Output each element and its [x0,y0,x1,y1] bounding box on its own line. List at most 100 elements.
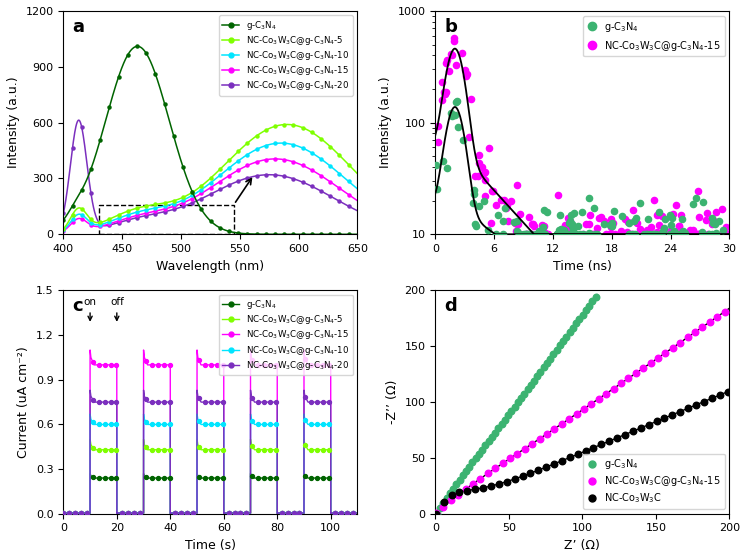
NC-Co$_3$W$_3$C@g-C$_3$N$_4$-15 [697,230,709,239]
g-C$_3$N$_4$ [580,306,592,315]
g-C$_3$N$_4$ [447,484,459,493]
g-C$_3$N$_4$ [608,207,620,216]
NC-Co$_3$W$_3$C@g-C$_3$N$_4$-15 [711,312,723,321]
Point [81,509,93,518]
Point [211,420,223,429]
Point [105,420,117,429]
NC-Co$_3$W$_3$C@g-C$_3$N$_4$-15 [519,444,531,453]
g-C$_3$N$_4$ [551,230,563,239]
g-C$_3$N$_4$ [591,230,603,239]
NC-Co$_3$W$_3$C@g-C$_3$N$_4$-15 [353,197,362,204]
Point [264,473,276,482]
g-C$_3$N$_4$ [653,207,665,216]
NC-Co$_3$W$_3$C [587,443,599,452]
NC-Co$_3$W$_3$C@g-C$_3$N$_4$-5 [247,137,255,144]
Point [93,420,105,429]
NC-Co$_3$W$_3$C@g-C$_3$N$_4$-15 [578,404,590,413]
g-C$_3$N$_4$ [717,225,729,234]
NC-Co$_3$W$_3$C [713,391,725,400]
Point [63,509,75,518]
NC-Co$_3$W$_3$C@g-C$_3$N$_4$-15 [467,479,479,488]
NC-Co$_3$W$_3$C [446,491,458,500]
Point [205,446,217,454]
Point [158,473,170,482]
Point [229,509,241,518]
NC-Co$_3$W$_3$C@g-C$_3$N$_4$-5 [77,205,86,212]
Point [63,509,75,518]
g-C$_3$N$_4$ [664,210,676,219]
NC-Co$_3$W$_3$C@g-C$_3$N$_4$-15 [716,230,728,239]
NC-Co$_3$W$_3$C@g-C$_3$N$_4$-15 [526,230,538,239]
g-C$_3$N$_4$ [572,221,584,230]
Point [323,420,335,429]
Point [341,509,353,518]
g-C$_3$N$_4$ [671,230,683,239]
g-C$_3$N$_4$ [518,230,530,239]
g-C$_3$N$_4$ [570,319,582,328]
Point [276,509,288,518]
g-C$_3$N$_4$ [542,207,554,216]
NC-Co$_3$W$_3$C@g-C$_3$N$_4$-15 [504,454,516,463]
Point [317,473,329,482]
Point [329,509,341,518]
Point [300,392,311,401]
Text: c: c [72,297,83,315]
g-C$_3$N$_4$ [521,230,533,239]
NC-Co$_3$W$_3$C@g-C$_3$N$_4$-20 [100,222,109,229]
NC-Co$_3$W$_3$C@g-C$_3$N$_4$-15 [604,219,616,228]
Point [58,509,69,518]
NC-Co$_3$W$_3$C@g-C$_3$N$_4$-15 [459,485,471,494]
Point [241,509,252,518]
g-C$_3$N$_4$ [669,226,681,235]
g-C$_3$N$_4$ [77,187,86,194]
Point [317,446,329,454]
Point [317,420,329,429]
NC-Co$_3$W$_3$C [462,486,474,495]
NC-Co$_3$W$_3$C@g-C$_3$N$_4$-15 [489,464,501,473]
g-C$_3$N$_4$ [533,226,545,235]
g-C$_3$N$_4$ [444,489,456,498]
Point [300,441,311,450]
NC-Co$_3$W$_3$C@g-C$_3$N$_4$-15 [440,87,452,96]
NC-Co$_3$W$_3$C [548,459,560,468]
g-C$_3$N$_4$ [468,185,480,194]
Legend: g-C$_3$N$_4$, NC-Co$_3$W$_3$C@g-C$_3$N$_4$-5, NC-Co$_3$W$_3$C@g-C$_3$N$_4$-15, N: g-C$_3$N$_4$, NC-Co$_3$W$_3$C@g-C$_3$N$_… [219,295,353,375]
g-C$_3$N$_4$ [588,203,600,212]
Point [63,509,75,518]
NC-Co$_3$W$_3$C [493,480,505,489]
g-C$_3$N$_4$ [713,217,725,226]
g-C$_3$N$_4$ [520,230,532,239]
NC-Co$_3$W$_3$C@g-C$_3$N$_4$-15 [648,196,660,205]
Point [182,509,193,518]
NC-Co$_3$W$_3$C@g-C$_3$N$_4$-15 [480,176,492,184]
g-C$_3$N$_4$ [437,499,449,508]
NC-Co$_3$W$_3$C@g-C$_3$N$_4$-15 [667,230,679,239]
Point [282,509,294,518]
Point [205,473,217,482]
NC-Co$_3$W$_3$C@g-C$_3$N$_4$-20 [353,207,362,214]
Point [134,509,146,518]
Y-axis label: Intensity (a.u.): Intensity (a.u.) [7,77,20,168]
g-C$_3$N$_4$ [515,394,527,402]
NC-Co$_3$W$_3$C@g-C$_3$N$_4$-15 [696,323,708,331]
Point [93,397,105,406]
NC-Co$_3$W$_3$C@g-C$_3$N$_4$-15 [622,374,634,383]
Point [164,397,176,406]
g-C$_3$N$_4$ [312,231,321,238]
Point [276,509,288,518]
NC-Co$_3$W$_3$C@g-C$_3$N$_4$-15 [563,414,575,423]
Text: a: a [72,18,84,36]
NC-Co$_3$W$_3$C@g-C$_3$N$_4$-15 [667,343,679,352]
NC-Co$_3$W$_3$C@g-C$_3$N$_4$-15 [548,424,560,433]
Point [276,509,288,518]
NC-Co$_3$W$_3$C@g-C$_3$N$_4$-15 [630,369,642,378]
Point [93,446,105,454]
Point [105,397,117,406]
Point [205,397,217,406]
NC-Co$_3$W$_3$C [430,509,441,518]
Point [264,397,276,406]
Point [335,509,347,518]
NC-Co$_3$W$_3$C@g-C$_3$N$_4$-15 [607,384,619,393]
Point [134,509,146,518]
NC-Co$_3$W$_3$C [706,394,718,403]
